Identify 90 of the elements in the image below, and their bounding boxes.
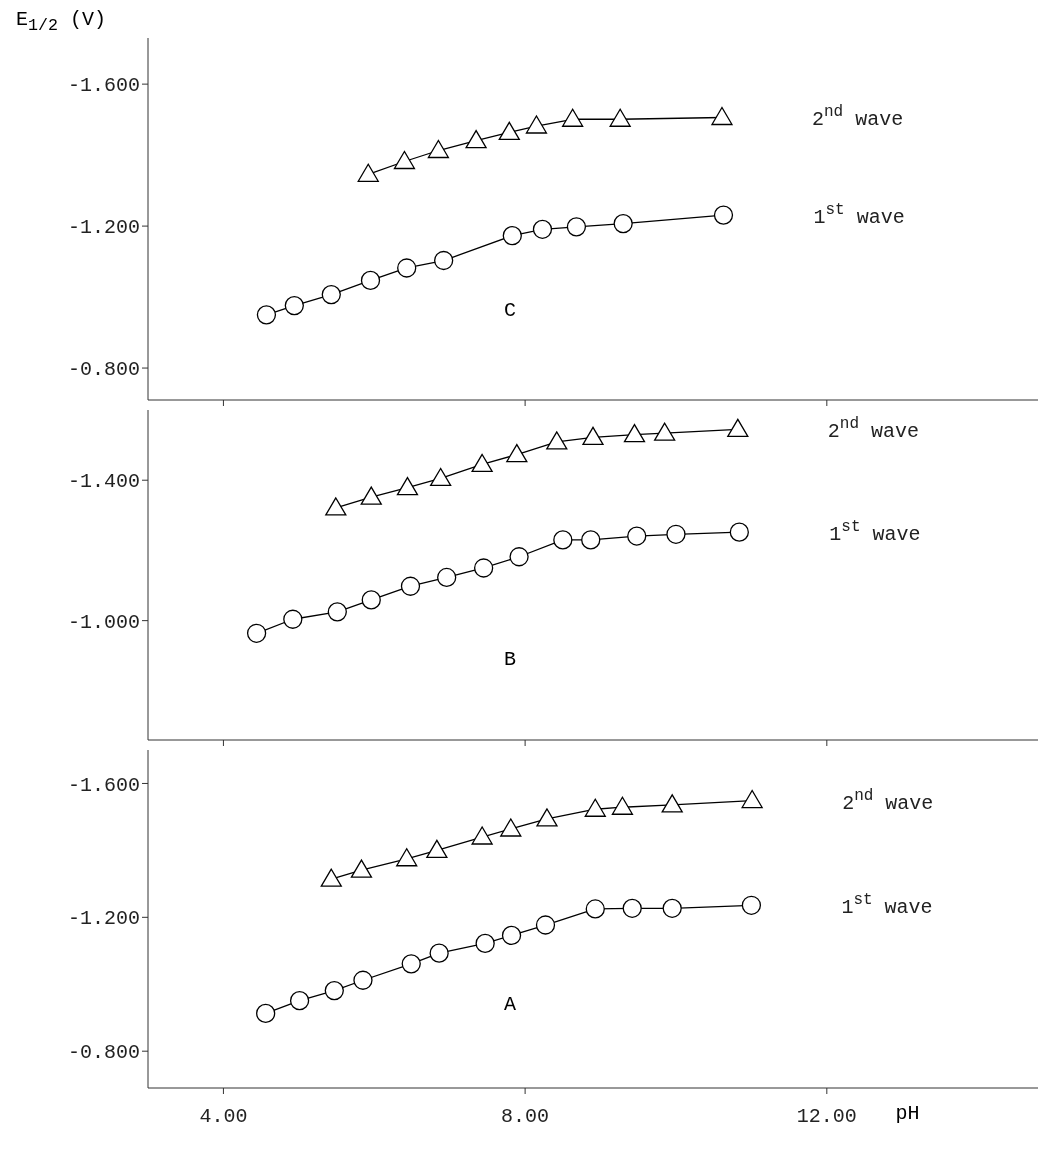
point [711, 106, 733, 126]
y-tick-label: -0.800 [67, 358, 140, 382]
point [321, 284, 341, 305]
point [361, 590, 381, 610]
point [582, 426, 604, 446]
y-tick-label: -1.000 [67, 610, 140, 634]
point [535, 915, 556, 935]
point [584, 798, 606, 817]
point [661, 794, 683, 813]
point [325, 497, 347, 516]
point [256, 305, 277, 325]
point [532, 219, 553, 239]
point [498, 121, 520, 141]
y-tick-label: -0.800 [67, 1041, 140, 1065]
point [471, 453, 493, 473]
point [360, 486, 382, 505]
point [713, 205, 734, 225]
point [654, 422, 676, 441]
text: B [504, 647, 517, 671]
point [561, 108, 584, 127]
point [473, 558, 494, 578]
y-axis-title: E$_{1/2}$ (V) [16, 8, 107, 35]
point [609, 108, 631, 127]
point [536, 808, 558, 827]
point [353, 970, 373, 990]
point [327, 602, 347, 622]
point [437, 567, 457, 588]
y-tick-label: -1.600 [67, 773, 140, 797]
text: C [504, 298, 517, 322]
point [289, 991, 310, 1011]
point [500, 818, 522, 837]
point [525, 115, 548, 134]
point [502, 226, 522, 246]
x-tick-label: 8.00 [501, 1105, 550, 1129]
text: 1$^{st}$ wave [813, 201, 905, 230]
point [622, 898, 642, 918]
point [401, 954, 421, 974]
point [475, 933, 495, 954]
point [396, 848, 418, 867]
text: 2$^{nd}$ wave [811, 103, 904, 132]
point [397, 258, 417, 278]
y-tick-label: -1.400 [67, 470, 140, 494]
point [357, 163, 379, 182]
text: 2$^{nd}$ wave [842, 786, 934, 815]
point [741, 789, 763, 809]
point [465, 129, 487, 149]
point [727, 418, 749, 437]
x-axis-title: pH [895, 1102, 920, 1125]
x-tick-label: 12.00 [796, 1105, 857, 1129]
point [506, 443, 528, 463]
x-tick-label: 4.00 [199, 1105, 248, 1129]
point [320, 868, 342, 887]
point [553, 530, 573, 550]
point [360, 270, 381, 291]
point [427, 139, 450, 159]
y-tick-label: -1.200 [67, 216, 140, 240]
point [283, 609, 303, 629]
text: 1$^{st}$ wave [841, 891, 933, 920]
text: 2$^{nd}$ wave [827, 415, 920, 444]
point [613, 213, 633, 234]
point [324, 980, 344, 1001]
point [434, 250, 454, 271]
point [396, 476, 419, 496]
point [246, 623, 267, 643]
point [623, 423, 646, 443]
point [350, 859, 373, 878]
point [666, 524, 686, 544]
y-tick-label: -1.200 [67, 907, 140, 931]
point [426, 839, 448, 859]
point [546, 431, 568, 450]
point [284, 295, 304, 316]
point [471, 826, 493, 845]
point [400, 576, 421, 596]
point [256, 1003, 276, 1024]
point [585, 899, 605, 919]
point [729, 522, 749, 542]
point [429, 467, 452, 487]
text: A [504, 993, 517, 1017]
text: 1$^{st}$ wave [829, 518, 921, 547]
point [509, 547, 529, 567]
point [627, 526, 647, 546]
point [662, 898, 682, 918]
point [611, 796, 634, 815]
point [501, 925, 522, 946]
point [429, 943, 449, 963]
y-tick-label: -1.600 [67, 74, 140, 98]
point [581, 530, 601, 550]
point [741, 895, 762, 915]
point [393, 150, 416, 170]
point [566, 217, 587, 237]
